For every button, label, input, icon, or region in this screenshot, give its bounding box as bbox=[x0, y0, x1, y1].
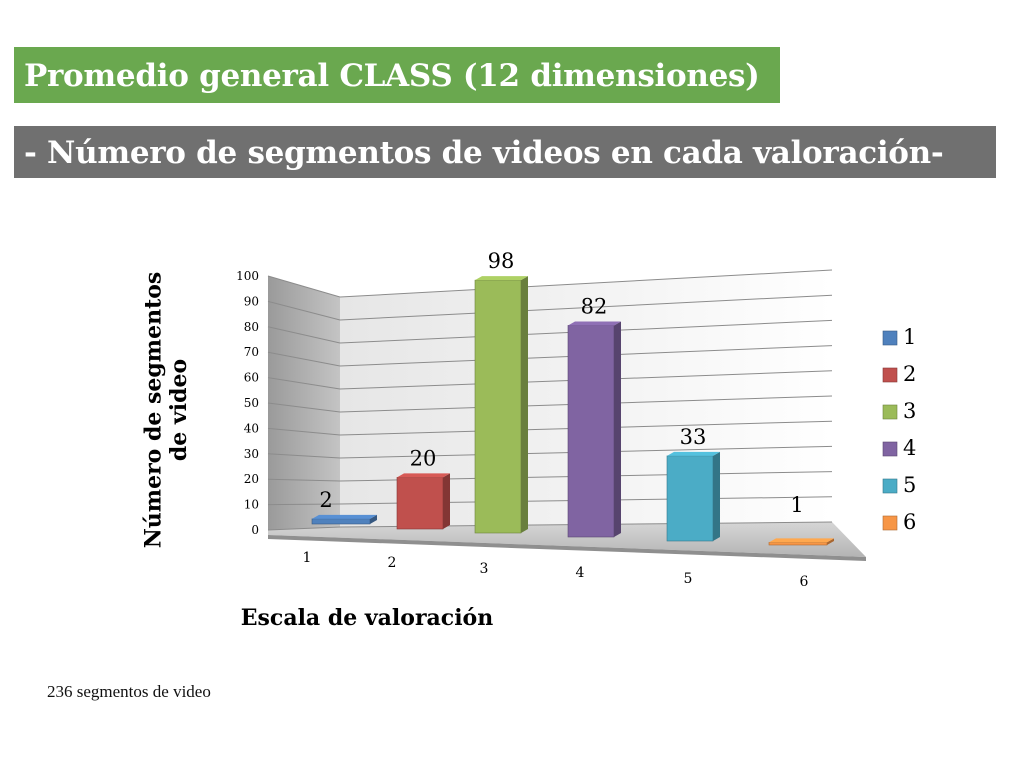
bar-front bbox=[474, 279, 522, 534]
y-tick-label: 10 bbox=[244, 498, 259, 512]
legend-swatch bbox=[882, 367, 898, 383]
legend-swatch bbox=[882, 478, 898, 494]
y-tick-label: 0 bbox=[251, 523, 259, 537]
bar-side bbox=[713, 451, 720, 541]
floor-edge bbox=[268, 535, 866, 561]
legend-swatch bbox=[882, 404, 898, 420]
y-tick-label: 40 bbox=[244, 421, 259, 435]
legend-label: 6 bbox=[903, 510, 916, 534]
x-tick-label: 4 bbox=[576, 565, 585, 581]
legend: 1 2 3 4 5 6 bbox=[882, 325, 916, 534]
gridline-side bbox=[267, 526, 341, 531]
x-axis-ticks: 1 2 3 4 5 6 bbox=[303, 550, 809, 590]
legend-label: 3 bbox=[903, 399, 916, 423]
data-labels: 2 20 98 82 33 1 bbox=[319, 249, 803, 517]
x-tick-label: 1 bbox=[303, 550, 312, 566]
data-label: 20 bbox=[410, 446, 437, 470]
bar-side bbox=[827, 538, 834, 545]
bar-top bbox=[769, 538, 834, 543]
gridline-side bbox=[267, 478, 341, 482]
gridline-side bbox=[267, 402, 341, 413]
bar-front bbox=[567, 325, 615, 538]
y-axis-ticks: 0 10 20 30 40 50 60 70 80 90 100 bbox=[236, 269, 259, 537]
x-tick-label: 5 bbox=[684, 571, 693, 587]
y-axis-label-line1: Número de segmentos bbox=[141, 272, 167, 549]
y-axis-label-line2: de video bbox=[166, 359, 192, 461]
gridline-side bbox=[267, 453, 341, 459]
y-tick-label: 70 bbox=[244, 345, 259, 359]
data-label: 33 bbox=[680, 425, 707, 449]
gridline-side bbox=[267, 300, 341, 321]
bar-top bbox=[475, 276, 528, 281]
legend-label: 5 bbox=[903, 473, 916, 497]
gridline-side bbox=[267, 377, 341, 390]
x-axis-label: Escala de valoración bbox=[241, 605, 493, 631]
bar-top bbox=[397, 473, 450, 478]
data-label: 2 bbox=[319, 488, 332, 512]
y-tick-label: 30 bbox=[244, 447, 259, 461]
gridline-side bbox=[267, 503, 341, 506]
y-tick-label: 90 bbox=[244, 294, 259, 308]
bar-side bbox=[443, 473, 450, 529]
title-banner: Promedio general CLASS (12 dimensiones) bbox=[14, 47, 780, 103]
x-tick-label: 3 bbox=[480, 561, 489, 577]
y-tick-label: 100 bbox=[236, 269, 259, 283]
y-tick-label: 20 bbox=[244, 472, 259, 486]
bars bbox=[311, 276, 834, 546]
page-subtitle: - Número de segmentos de videos en cada … bbox=[24, 135, 944, 171]
legend-label: 1 bbox=[903, 325, 916, 349]
x-tick-label: 6 bbox=[800, 574, 809, 590]
data-label: 82 bbox=[581, 294, 608, 318]
legend-swatch bbox=[882, 330, 898, 346]
footnote: 236 segmentos de video bbox=[47, 682, 211, 701]
page-title: Promedio general CLASS (12 dimensiones) bbox=[24, 58, 760, 94]
bar-side bbox=[521, 276, 528, 533]
bar-front bbox=[396, 477, 444, 530]
bar bbox=[396, 473, 450, 530]
bar-front bbox=[666, 455, 714, 542]
bar bbox=[666, 451, 720, 542]
legend-label: 2 bbox=[903, 362, 916, 386]
bar-side bbox=[614, 321, 621, 537]
bar-top bbox=[312, 514, 377, 519]
y-tick-label: 60 bbox=[244, 371, 259, 385]
gridline-side bbox=[267, 351, 341, 367]
data-label: 1 bbox=[790, 493, 803, 517]
side-wall bbox=[268, 276, 340, 530]
y-tick-label: 80 bbox=[244, 320, 259, 334]
gridline-side bbox=[267, 275, 341, 298]
y-tick-label: 50 bbox=[244, 396, 259, 410]
gridline-side bbox=[267, 326, 341, 344]
bar-top bbox=[568, 321, 621, 326]
gridline-side bbox=[267, 427, 341, 436]
bar bbox=[474, 276, 528, 534]
subtitle-banner: - Número de segmentos de videos en cada … bbox=[14, 126, 996, 178]
gridline bbox=[339, 269, 833, 298]
bar-front bbox=[768, 542, 828, 546]
bar-front bbox=[311, 518, 371, 525]
y-axis-label: Número de segmentosde video bbox=[141, 272, 192, 549]
bar bbox=[311, 514, 377, 525]
bar-top bbox=[667, 451, 720, 456]
bar-side bbox=[370, 514, 377, 524]
bar bbox=[768, 538, 834, 546]
x-tick-label: 2 bbox=[388, 555, 397, 571]
bar bbox=[567, 321, 621, 538]
legend-swatch bbox=[882, 441, 898, 457]
legend-label: 4 bbox=[903, 436, 916, 460]
data-label: 98 bbox=[488, 249, 515, 273]
legend-swatch bbox=[882, 515, 898, 531]
gridline bbox=[339, 294, 833, 321]
